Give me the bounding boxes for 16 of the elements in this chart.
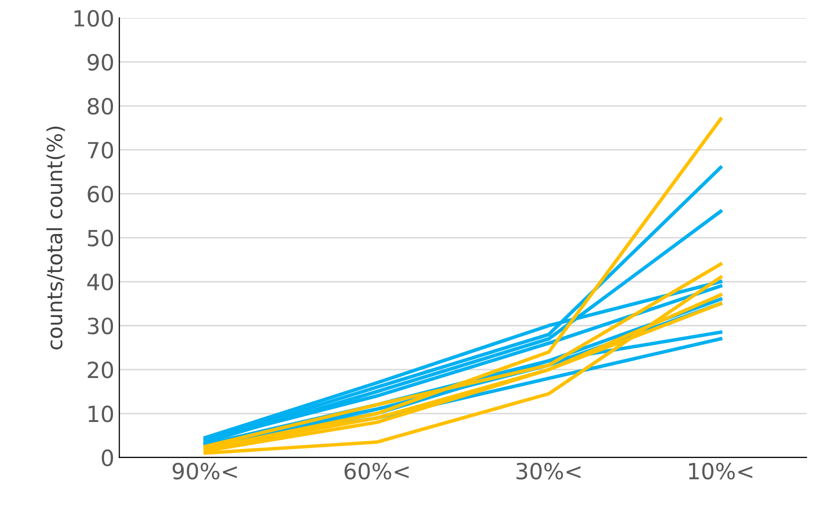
y-tick-label: 80	[88, 98, 113, 115]
y-tick-label: 70	[88, 142, 113, 159]
y-tick-label: 40	[87, 274, 113, 290]
x-tick-label: 90%<	[172, 462, 237, 480]
y-axis-title: counts/total count(%)	[46, 126, 65, 350]
y-tick-label: 10	[88, 405, 113, 422]
y-tick-label: 60	[88, 186, 113, 203]
y-tick-label: 30	[88, 318, 113, 334]
y-tick-label: 100	[74, 10, 113, 27]
y-tick-label: 0	[102, 449, 113, 466]
y-tick-label: 50	[88, 230, 113, 246]
x-tick-label: 60%<	[344, 462, 409, 480]
x-tick-label: 30%<	[516, 462, 580, 480]
y-tick-label: 20	[88, 362, 113, 378]
x-tick-label: 10%<	[689, 462, 752, 480]
y-tick-label: 90	[88, 54, 113, 71]
